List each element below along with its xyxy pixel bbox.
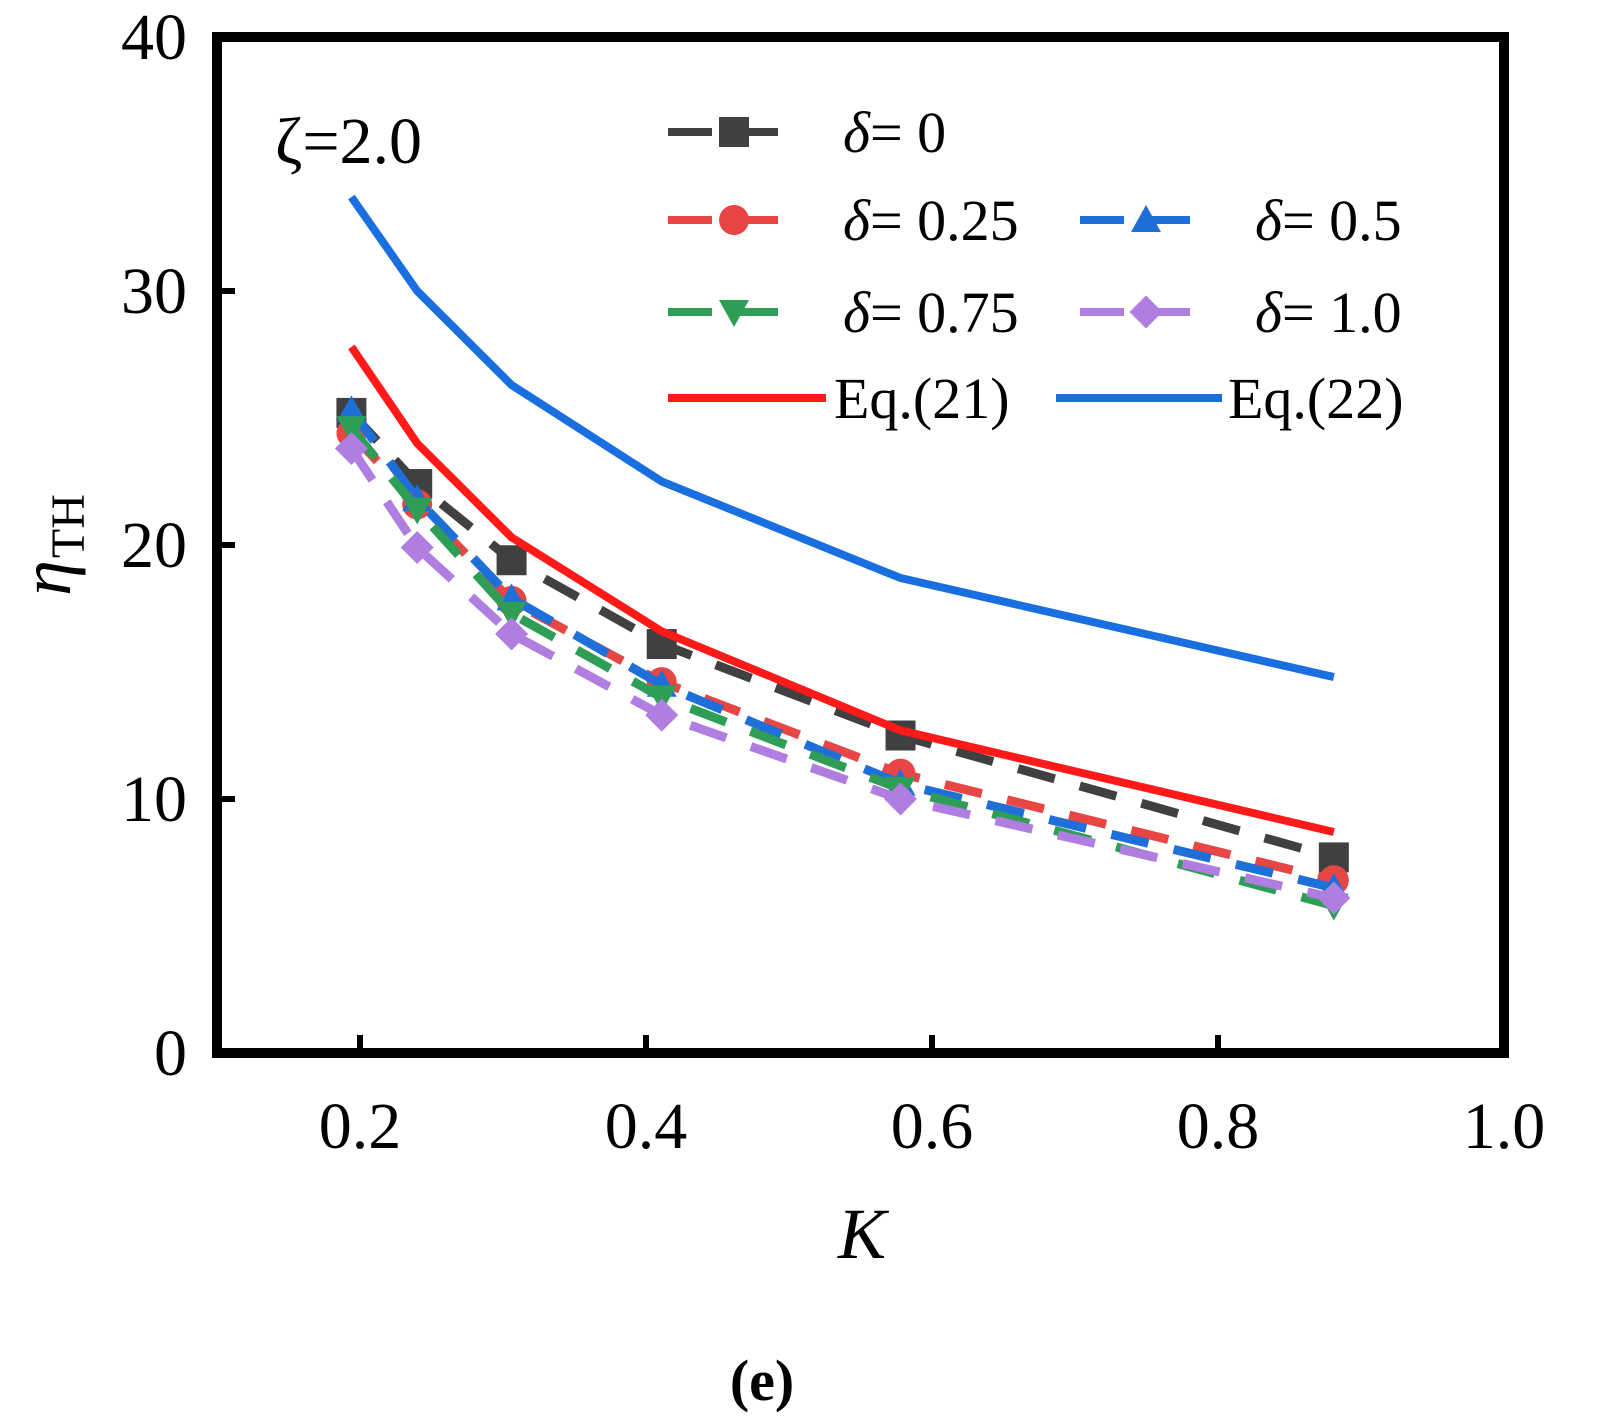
plot-content [334,194,1351,921]
svg-text:ηTH: ηTH [6,494,95,596]
legend: δ= 0δ= 0.25 δ= 0.5δ= 0.75 δ= 1.0Eq.(21) Eq.… [668,100,1404,431]
x-tick-label-3: 0.8 [1177,1090,1260,1163]
legend-entry-6: Eq.(22) [1056,366,1404,431]
legend-label-1: δ= 0.25 [843,188,1019,253]
y-tick-label-1: 10 [121,763,187,836]
series-4-point-0 [334,431,368,465]
series-4 [334,431,1351,915]
x-tick-label-2: 0.6 [891,1090,974,1163]
figure-caption: (e) [730,1348,794,1413]
series-4-point-4 [884,782,918,816]
legend-label-6: Eq.(22) [1228,366,1404,431]
series-line-1 [348,430,1335,885]
legend-label-symbol-4: δ [1255,280,1283,345]
legend-label-value-4: = 1.0 [1282,280,1402,345]
y-tick-label-4: 40 [121,1,187,74]
y-tick-label-3: 30 [121,255,187,328]
legend-label-value-0: = 0 [870,100,946,165]
axis-ticks: 0.2 0.4 0.6 0.8 1.0 0 10 20 30 40 [121,1,1545,1163]
legend-marker-0 [719,117,749,147]
x-tick-label-4: 1.0 [1463,1090,1546,1163]
legend-entry-3: δ= 0.75 [668,280,1019,345]
legend-label-3: δ= 0.75 [843,280,1019,345]
series-3-point-1 [402,497,433,525]
series-4-point-5 [1317,881,1351,915]
y-tick-label-0: 0 [154,1017,187,1090]
annotation-zeta: ζ=2.0 [275,105,422,178]
legend-marker-3 [719,300,749,327]
y-axis-title-main: η [6,560,86,596]
legend-label-value-2: = 0.5 [1282,188,1402,253]
series-4-point-1 [400,531,434,565]
series-3-point-2 [496,601,527,629]
legend-marker-1 [719,205,749,235]
series-4-point-3 [645,698,679,732]
x-tick-label-0: 0.2 [319,1090,402,1163]
series-1 [336,418,1349,896]
series-3-point-0 [336,416,367,444]
legend-marker-4 [1129,295,1163,329]
y-axis-title: ηTH [6,494,95,596]
series-line-4 [347,445,1335,903]
legend-entry-0: δ= 0 [668,100,946,165]
legend-entry-4: δ= 1.0 [1080,280,1402,345]
legend-label-5: Eq.(21) [834,366,1010,431]
legend-label-value-1: = 0.25 [870,188,1019,253]
legend-marker-2 [1131,205,1161,232]
legend-entry-1: δ= 0.25 [668,188,1019,253]
legend-entry-5: Eq.(21) [668,366,1010,431]
legend-label-value-3: = 0.75 [870,280,1019,345]
legend-label-symbol-0: δ [843,100,871,165]
y-tick-label-2: 20 [121,509,187,582]
y-axis-title-subscript: TH [42,494,95,558]
legend-entry-2: δ= 0.5 [1080,188,1402,253]
legend-label-symbol-3: δ [843,280,871,345]
series-line-3 [347,425,1336,911]
x-axis-title: K [837,1194,890,1274]
series-2-point-0 [336,395,367,423]
legend-label-symbol-2: δ [1255,188,1283,253]
series-line-5 [348,344,1335,836]
series-4-point-2 [495,617,529,651]
series-6 [348,194,1335,681]
series-line-2 [347,407,1335,893]
series-5 [348,344,1335,836]
series-line-6 [348,194,1335,681]
legend-label-symbol-1: δ [843,188,871,253]
legend-label-2: δ= 0.5 [1255,188,1402,253]
legend-label-0: δ= 0 [843,100,946,165]
x-tick-label-1: 0.4 [605,1090,688,1163]
series-0-point-2 [496,545,527,576]
legend-label-4: δ= 1.0 [1255,280,1402,345]
